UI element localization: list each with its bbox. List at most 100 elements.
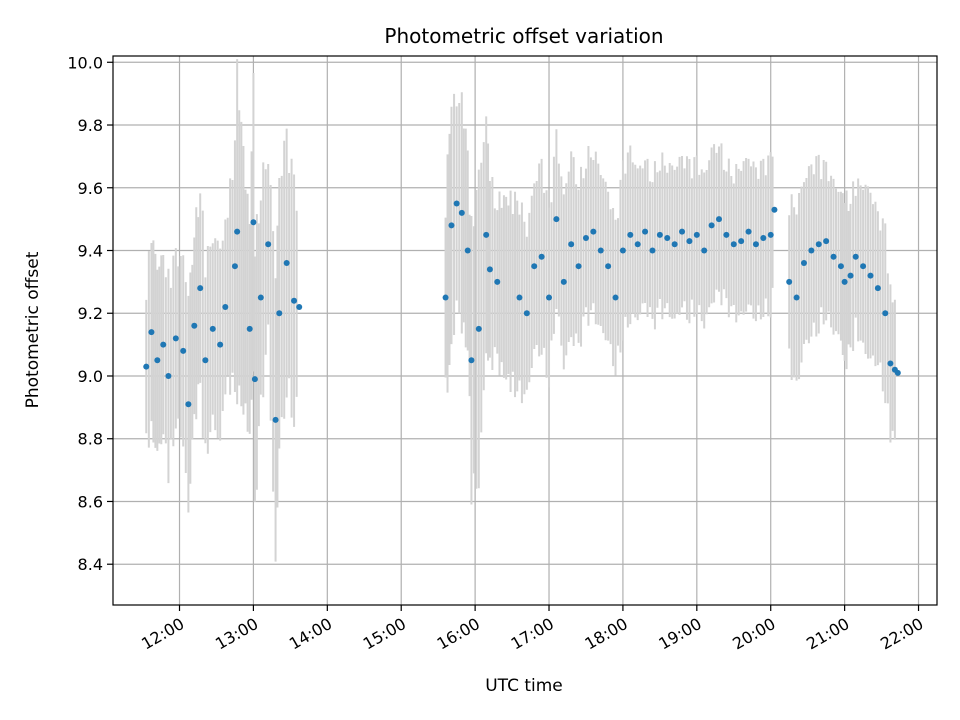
y-tick-label: 9.0 <box>78 367 103 386</box>
data-point <box>217 341 224 348</box>
data-point <box>246 325 253 332</box>
chart-title: Photometric offset variation <box>384 24 663 48</box>
data-point <box>154 357 161 364</box>
data-point <box>234 228 241 235</box>
data-point <box>468 357 475 364</box>
data-point <box>730 241 737 248</box>
data-point <box>793 294 800 301</box>
data-point <box>265 241 272 248</box>
data-point <box>575 263 582 270</box>
data-point <box>627 231 634 238</box>
data-point <box>197 285 204 292</box>
data-point <box>560 278 567 285</box>
data-point <box>686 238 693 245</box>
data-points <box>143 200 901 423</box>
data-point <box>771 206 778 213</box>
y-tick-label: 9.4 <box>78 242 103 261</box>
data-point <box>894 369 901 376</box>
data-point <box>582 234 589 241</box>
data-point <box>664 234 671 241</box>
data-point <box>442 294 449 301</box>
data-point <box>830 253 837 260</box>
data-point <box>222 303 229 310</box>
data-point <box>291 297 298 304</box>
data-point <box>568 241 575 248</box>
data-point <box>250 219 257 226</box>
data-point <box>546 294 553 301</box>
y-tick-label: 10.0 <box>67 53 103 72</box>
data-point <box>800 260 807 267</box>
data-point <box>715 216 722 223</box>
data-point <box>143 363 150 370</box>
data-point <box>597 247 604 254</box>
data-point <box>679 228 686 235</box>
data-point <box>852 253 859 260</box>
data-point <box>708 222 715 229</box>
data-point <box>786 278 793 285</box>
data-point <box>483 231 490 238</box>
data-point <box>209 325 216 332</box>
data-point <box>185 401 192 408</box>
data-point <box>619 247 626 254</box>
data-point <box>874 285 881 292</box>
y-axis-label: Photometric offset <box>23 251 43 408</box>
data-point <box>475 325 482 332</box>
y-tick-label: 8.4 <box>78 555 103 574</box>
data-point <box>887 360 894 367</box>
data-point <box>634 241 641 248</box>
data-point <box>738 238 745 245</box>
data-point <box>191 322 198 329</box>
data-point <box>296 303 303 310</box>
data-point <box>815 241 822 248</box>
x-axis-label: UTC time <box>485 676 563 696</box>
data-point <box>165 372 172 379</box>
data-point <box>486 266 493 273</box>
data-point <box>745 228 752 235</box>
data-point <box>860 263 867 270</box>
data-point <box>272 416 279 423</box>
data-point <box>553 216 560 223</box>
data-point <box>448 222 455 229</box>
y-axis-ticks: 8.4 8.6 8.8 9.0 9.2 9.4 9.6 9.8 10.0 <box>67 53 113 574</box>
y-tick-label: 9.2 <box>78 304 103 323</box>
data-point <box>642 228 649 235</box>
data-point <box>847 272 854 279</box>
data-point <box>453 200 460 207</box>
data-point <box>590 228 597 235</box>
data-point <box>231 263 238 270</box>
data-point <box>656 231 663 238</box>
data-point <box>148 329 155 336</box>
data-point <box>605 263 612 270</box>
data-point <box>172 335 179 342</box>
data-point <box>837 263 844 270</box>
data-point <box>464 247 471 254</box>
data-point <box>841 278 848 285</box>
data-point <box>867 272 874 279</box>
data-point <box>202 357 209 364</box>
data-point <box>701 247 708 254</box>
data-point <box>808 247 815 254</box>
data-point <box>523 310 530 317</box>
y-tick-label: 8.6 <box>78 492 103 511</box>
y-tick-label: 8.8 <box>78 430 103 449</box>
y-tick-label: 9.8 <box>78 116 103 135</box>
data-point <box>671 241 678 248</box>
y-tick-label: 9.6 <box>78 179 103 198</box>
data-point <box>882 310 889 317</box>
data-point <box>494 278 501 285</box>
data-point <box>723 231 730 238</box>
data-point <box>283 260 290 267</box>
data-point <box>160 341 167 348</box>
data-point <box>767 231 774 238</box>
data-point <box>612 294 619 301</box>
data-point <box>516 294 523 301</box>
data-point <box>752 241 759 248</box>
plot-frame <box>112 55 938 606</box>
data-point <box>531 263 538 270</box>
data-point <box>276 310 283 317</box>
data-point <box>180 347 187 354</box>
data-point <box>538 253 545 260</box>
data-point <box>649 247 656 254</box>
